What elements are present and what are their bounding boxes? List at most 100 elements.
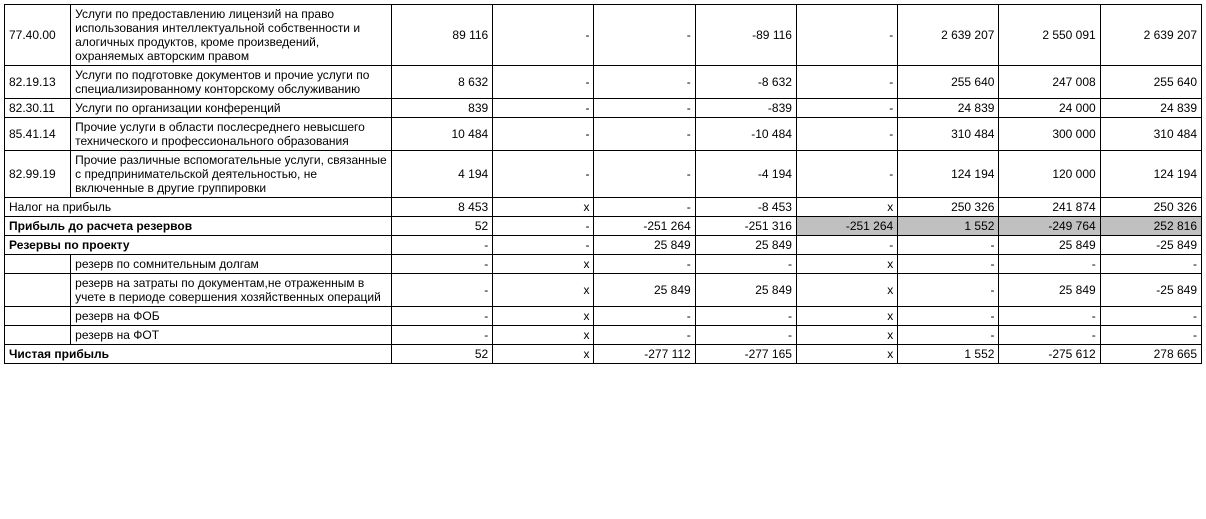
cell-value: - bbox=[999, 255, 1100, 274]
cell-value: х bbox=[493, 255, 594, 274]
cell-value: 300 000 bbox=[999, 118, 1100, 151]
cell-value: - bbox=[594, 99, 695, 118]
cell-value: 8 632 bbox=[391, 66, 492, 99]
row-desc: резерв на ФОТ bbox=[71, 326, 392, 345]
cell-value: х bbox=[493, 307, 594, 326]
row-code bbox=[5, 326, 71, 345]
cell-value: - bbox=[594, 255, 695, 274]
cell-value: - bbox=[999, 326, 1100, 345]
cell-value: 25 849 bbox=[999, 274, 1100, 307]
cell-value: - bbox=[594, 326, 695, 345]
cell-value: 310 484 bbox=[898, 118, 999, 151]
cell-value: х bbox=[796, 198, 897, 217]
cell-value: - bbox=[391, 236, 492, 255]
cell-value: 52 bbox=[391, 345, 492, 364]
cell-value: - bbox=[1100, 326, 1201, 345]
table-row: резерв по сомнительным долгам - х - - х … bbox=[5, 255, 1202, 274]
row-desc: Услуги по организации конференций bbox=[71, 99, 392, 118]
cell-value: 25 849 bbox=[695, 236, 796, 255]
cell-value: 839 bbox=[391, 99, 492, 118]
row-code bbox=[5, 307, 71, 326]
cell-value: - bbox=[493, 118, 594, 151]
cell-value: 4 194 bbox=[391, 151, 492, 198]
cell-value: - bbox=[594, 307, 695, 326]
table-row: 85.41.14 Прочие услуги в области послеср… bbox=[5, 118, 1202, 151]
cell-value: - bbox=[493, 5, 594, 66]
cell-value: -249 764 bbox=[999, 217, 1100, 236]
row-label: Прибыль до расчета резервов bbox=[5, 217, 392, 236]
cell-value: - bbox=[391, 326, 492, 345]
cell-value: х bbox=[796, 255, 897, 274]
cell-value: - bbox=[594, 5, 695, 66]
row-desc: Услуги по подготовке документов и прочие… bbox=[71, 66, 392, 99]
cell-value: 2 639 207 bbox=[1100, 5, 1201, 66]
cell-value: 24 000 bbox=[999, 99, 1100, 118]
table-row: резерв на ФОБ - х - - х - - - bbox=[5, 307, 1202, 326]
cell-value: -25 849 bbox=[1100, 274, 1201, 307]
row-desc: резерв на затраты по документам,не отраж… bbox=[71, 274, 392, 307]
cell-value: - bbox=[594, 66, 695, 99]
cell-value: - bbox=[594, 151, 695, 198]
cell-value: - bbox=[999, 307, 1100, 326]
table-row-net-profit: Чистая прибыль 52 х -277 112 -277 165 х … bbox=[5, 345, 1202, 364]
cell-value: - bbox=[594, 118, 695, 151]
cell-value: - bbox=[898, 255, 999, 274]
row-label: Чистая прибыль bbox=[5, 345, 392, 364]
cell-value: - bbox=[898, 236, 999, 255]
cell-value: - bbox=[391, 307, 492, 326]
table-row: 82.99.19 Прочие различные вспомогательны… bbox=[5, 151, 1202, 198]
cell-value: 247 008 bbox=[999, 66, 1100, 99]
cell-value: -8 453 bbox=[695, 198, 796, 217]
row-label: Налог на прибыль bbox=[5, 198, 392, 217]
cell-value: 310 484 bbox=[1100, 118, 1201, 151]
row-code: 85.41.14 bbox=[5, 118, 71, 151]
cell-value: - bbox=[594, 198, 695, 217]
table-row-reserves: Резервы по проекту - - 25 849 25 849 - -… bbox=[5, 236, 1202, 255]
cell-value: - bbox=[796, 236, 897, 255]
cell-value: х bbox=[796, 307, 897, 326]
cell-value: 241 874 bbox=[999, 198, 1100, 217]
cell-value: - bbox=[493, 236, 594, 255]
table-row: 77.40.00 Услуги по предоставлению лиценз… bbox=[5, 5, 1202, 66]
cell-value: -277 165 bbox=[695, 345, 796, 364]
cell-value: 1 552 bbox=[898, 345, 999, 364]
table-row: 82.19.13 Услуги по подготовке документов… bbox=[5, 66, 1202, 99]
cell-value: -10 484 bbox=[695, 118, 796, 151]
row-desc: резерв на ФОБ bbox=[71, 307, 392, 326]
cell-value: х bbox=[493, 345, 594, 364]
table-row: Налог на прибыль 8 453 х - -8 453 х 250 … bbox=[5, 198, 1202, 217]
cell-value: - bbox=[493, 66, 594, 99]
row-desc: Прочие различные вспомогательные услуги,… bbox=[71, 151, 392, 198]
cell-value: 124 194 bbox=[898, 151, 999, 198]
row-code bbox=[5, 274, 71, 307]
cell-value: 25 849 bbox=[594, 274, 695, 307]
cell-value: -25 849 bbox=[1100, 236, 1201, 255]
row-desc: Услуги по предоставлению лицензий на пра… bbox=[71, 5, 392, 66]
cell-value: - bbox=[796, 151, 897, 198]
cell-value: 24 839 bbox=[1100, 99, 1201, 118]
cell-value: 2 639 207 bbox=[898, 5, 999, 66]
financial-table: 77.40.00 Услуги по предоставлению лиценз… bbox=[4, 4, 1202, 364]
cell-value: 1 552 bbox=[898, 217, 999, 236]
cell-value: 8 453 bbox=[391, 198, 492, 217]
cell-value: х bbox=[493, 198, 594, 217]
cell-value: -251 264 bbox=[796, 217, 897, 236]
table-row: резерв на затраты по документам,не отраж… bbox=[5, 274, 1202, 307]
cell-value: -839 bbox=[695, 99, 796, 118]
cell-value: 24 839 bbox=[898, 99, 999, 118]
row-code: 77.40.00 bbox=[5, 5, 71, 66]
cell-value: 255 640 bbox=[1100, 66, 1201, 99]
cell-value: - bbox=[493, 217, 594, 236]
cell-value: х bbox=[796, 326, 897, 345]
cell-value: - bbox=[796, 66, 897, 99]
cell-value: 52 bbox=[391, 217, 492, 236]
row-desc: Прочие услуги в области послесреднего не… bbox=[71, 118, 392, 151]
cell-value: х bbox=[493, 274, 594, 307]
cell-value: 250 326 bbox=[898, 198, 999, 217]
row-code: 82.19.13 bbox=[5, 66, 71, 99]
row-code: 82.99.19 bbox=[5, 151, 71, 198]
cell-value: 25 849 bbox=[999, 236, 1100, 255]
cell-value: - bbox=[695, 326, 796, 345]
cell-value: - bbox=[898, 326, 999, 345]
cell-value: - bbox=[391, 255, 492, 274]
